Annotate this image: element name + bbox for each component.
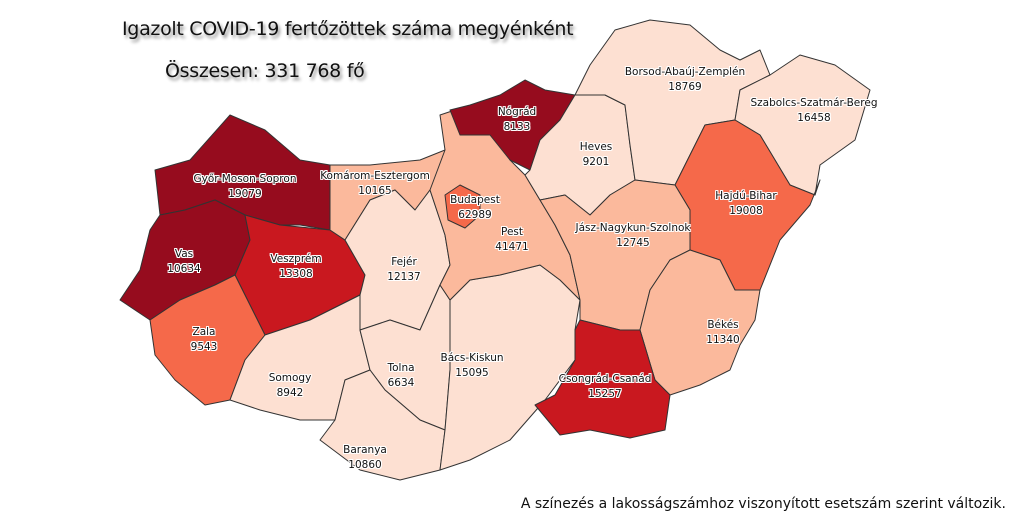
county-label-bacs-kiskun: Bács-Kiskun 15095	[440, 351, 503, 381]
county-count: 62989	[458, 209, 492, 221]
county-count: 10634	[167, 263, 201, 275]
county-count: 10860	[348, 459, 382, 471]
county-name: Hajdú-Bihar	[715, 190, 777, 202]
county-count: 8133	[503, 121, 531, 133]
county-count: 6634	[387, 377, 415, 389]
county-label-heves: Heves 9201	[580, 140, 613, 170]
county-count: 16458	[797, 112, 831, 124]
county-count: 8942	[276, 387, 304, 399]
county-name: Baranya	[343, 444, 387, 456]
county-label-csongrad-csanad: Csongrád-Csanád 15257	[559, 372, 652, 402]
county-count: 15095	[455, 367, 489, 379]
county-label-pest: Pest 41471	[495, 225, 528, 255]
county-name: Somogy	[268, 372, 312, 384]
county-name: Pest	[500, 226, 523, 238]
county-bekes	[639, 249, 761, 396]
color-note: A színezés a lakosságszámhoz viszonyítot…	[520, 496, 1006, 512]
county-label-szabolcs-szatmar-bereg: Szabolcs-Szatmár-Bereg 16458	[751, 96, 878, 126]
county-name: Veszprém	[270, 253, 322, 265]
county-count: 9201	[582, 156, 610, 168]
county-name: Nógrád	[497, 106, 537, 118]
county-label-fejer: Fejér 12137	[387, 255, 420, 285]
county-budapest	[444, 184, 481, 229]
county-name: Békés	[707, 319, 739, 331]
county-label-veszprem: Veszprém 13308	[270, 252, 321, 282]
county-label-tolna: Tolna 6634	[387, 361, 414, 391]
county-count: 18769	[668, 81, 702, 93]
county-label-hajdu-bihar: Hajdú-Bihar 19008	[715, 189, 777, 219]
county-name: Csongrád-Csanád	[558, 373, 652, 385]
county-name: Heves	[579, 141, 613, 153]
county-label-vas: Vas 10634	[167, 247, 200, 277]
county-count: 12137	[387, 271, 421, 283]
county-name: Szabolcs-Szatmár-Bereg	[750, 97, 878, 109]
county-count: 12745	[616, 237, 650, 249]
county-label-budapest: Budapest 62989	[450, 193, 500, 223]
county-name: Budapest	[450, 194, 500, 206]
map-title: Igazolt COVID-19 fertőzöttek száma megyé…	[122, 18, 574, 40]
county-name: Komárom-Esztergom	[320, 170, 430, 182]
county-count: 19079	[228, 188, 262, 200]
county-count: 9543	[190, 341, 218, 353]
county-szabolcs-szatmar-bereg	[734, 54, 871, 196]
county-label-nograd: Nógrád 8133	[498, 105, 536, 135]
county-name: Vas	[174, 248, 194, 260]
county-label-zala: Zala 9543	[191, 325, 218, 355]
county-count: 19008	[729, 205, 763, 217]
county-count: 15257	[588, 388, 622, 400]
county-name: Jász-Nagykun-Szolnok	[575, 222, 691, 234]
county-label-somogy: Somogy 8942	[269, 371, 312, 401]
county-name: Fejér	[391, 256, 417, 268]
county-count: 11340	[706, 334, 740, 346]
county-count: 41471	[495, 241, 529, 253]
county-name: Tolna	[387, 362, 415, 374]
county-label-borsod-abauj-zemplen: Borsod-Abaúj-Zemplén 18769	[625, 65, 745, 95]
county-name: Győr-Moson-Sopron	[193, 173, 297, 185]
county-label-jasz-nagykun-szolnok: Jász-Nagykun-Szolnok 12745	[575, 221, 690, 251]
county-label-komarom-esztergom: Komárom-Esztergom 10165	[320, 169, 430, 199]
county-label-gyor-moson-sopron: Győr-Moson-Sopron 19079	[194, 172, 297, 202]
total-count: Összesen: 331 768 fő	[165, 60, 365, 82]
county-label-baranya: Baranya 10860	[343, 443, 387, 473]
county-count: 10165	[358, 185, 392, 197]
county-csongrad-csanad	[534, 319, 671, 439]
county-count: 13308	[279, 268, 313, 280]
county-name: Zala	[192, 326, 216, 338]
county-label-bekes: Békés 11340	[706, 318, 739, 348]
county-name: Bács-Kiskun	[440, 352, 504, 364]
county-name: Borsod-Abaúj-Zemplén	[624, 66, 746, 78]
